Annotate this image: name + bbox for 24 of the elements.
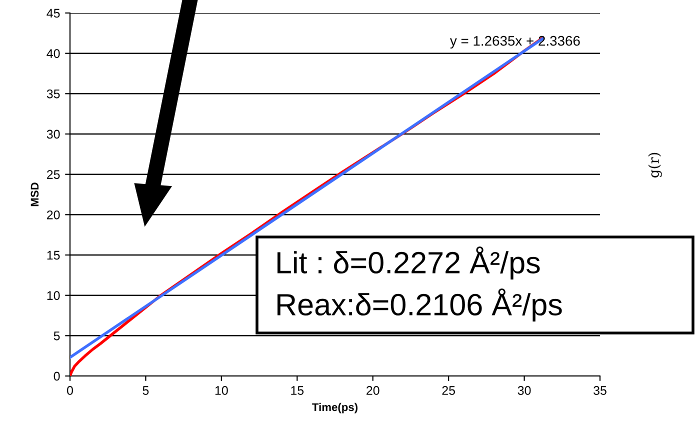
y-tick-label: 40 bbox=[46, 49, 60, 58]
y-tick-label: 25 bbox=[47, 170, 60, 179]
x-axis-title: Time(ps) bbox=[312, 402, 358, 414]
x-tick-label: 0 bbox=[67, 386, 73, 395]
y-tick-label: 15 bbox=[47, 250, 60, 260]
y-tick-label: 35 bbox=[46, 89, 60, 98]
y-tick-label: 10 bbox=[47, 291, 60, 300]
x-tick-label: 10 bbox=[215, 386, 228, 395]
y-tick-label: 20 bbox=[47, 210, 60, 220]
y-tick-label: 30 bbox=[46, 130, 60, 139]
y-axis-title: MSD bbox=[30, 182, 39, 206]
y-tick-label: 45 bbox=[46, 8, 60, 18]
x-tick-label: 30 bbox=[518, 386, 531, 395]
x-tick-label: 20 bbox=[366, 386, 380, 395]
x-tick-label: 15 bbox=[291, 386, 304, 395]
x-tick-label: 35 bbox=[594, 386, 606, 395]
annotation: Lit : δ=0.2272 Å²/ps bbox=[278, 246, 540, 280]
annotation: y = 1.2635x + 2.3366 bbox=[450, 36, 580, 49]
text: g(r) bbox=[648, 152, 662, 178]
x-tick-label: 5 bbox=[142, 386, 149, 395]
y-tick-label: 5 bbox=[54, 332, 60, 340]
y-tick-label: 0 bbox=[54, 372, 60, 381]
annotation: Reax:δ=0.2106 Å²/ps bbox=[278, 288, 562, 322]
x-tick-label: 25 bbox=[442, 386, 455, 395]
